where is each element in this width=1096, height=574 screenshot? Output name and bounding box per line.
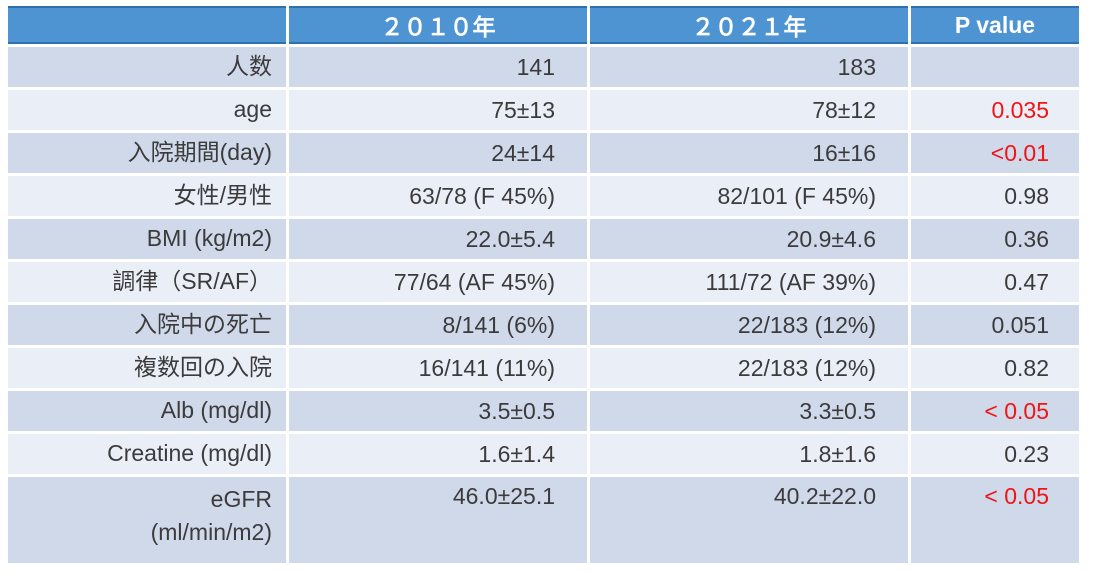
row-label: Creatine (mg/dl) — [8, 434, 286, 474]
value-2021: 78±12 — [590, 90, 908, 130]
header-year-2010: ２０１０年 — [289, 6, 587, 44]
row-label-text: 女性/男性 — [173, 182, 272, 209]
header-year-2021: ２０２１年 — [590, 6, 908, 44]
value-2010: 77/64 (AF 45%) — [289, 262, 587, 302]
row-label-text: age — [233, 96, 272, 123]
table-row: age 75±13 78±12 0.035 — [8, 90, 1079, 130]
value-p: 0.82 — [911, 348, 1079, 388]
value-2010: 24±14 — [289, 133, 587, 173]
value-p: 0.36 — [911, 219, 1079, 259]
row-label-text: 入院中の死亡 — [134, 311, 272, 338]
row-label: 入院中の死亡 — [8, 305, 286, 345]
value-2021: 40.2±22.0 — [590, 477, 908, 563]
value-2010: 46.0±25.1 — [289, 477, 587, 563]
row-label: 女性/男性 — [8, 176, 286, 216]
value-2021: 16±16 — [590, 133, 908, 173]
header-empty-cell — [8, 6, 286, 44]
header-p-value: P value — [911, 6, 1079, 44]
value-2021: 22/183 (12%) — [590, 348, 908, 388]
row-label: 入院期間(day) — [8, 133, 286, 173]
table-row: 複数回の入院 16/141 (11%) 22/183 (12%) 0.82 — [8, 348, 1079, 388]
value-p: 0.47 — [911, 262, 1079, 302]
header-row: ２０１０年 ２０２１年 P value — [8, 6, 1079, 44]
value-2010: 63/78 (F 45%) — [289, 176, 587, 216]
row-label: 複数回の入院 — [8, 348, 286, 388]
table-row: eGFR (ml/min/m2) 46.0±25.1 40.2±22.0 < 0… — [8, 477, 1079, 563]
row-label-unit: (ml/min/m2) — [150, 519, 272, 546]
value-2021: 3.3±0.5 — [590, 391, 908, 431]
value-2010: 16/141 (11%) — [289, 348, 587, 388]
row-label-text: 調律（SR/AF） — [112, 268, 272, 295]
row-label: 人数 — [8, 47, 286, 87]
value-2010: 75±13 — [289, 90, 587, 130]
table-row: 調律（SR/AF） 77/64 (AF 45%) 111/72 (AF 39%)… — [8, 262, 1079, 302]
row-label-text: 入院期間(day) — [127, 139, 272, 166]
table-body: 人数 141 183 age 75±13 78±12 0.035 入院期間(da… — [8, 47, 1079, 563]
value-p: 0.035 — [911, 90, 1079, 130]
value-p — [911, 47, 1079, 87]
value-2010: 141 — [289, 47, 587, 87]
value-2010: 3.5±0.5 — [289, 391, 587, 431]
value-2021: 22/183 (12%) — [590, 305, 908, 345]
table-row: 入院期間(day) 24±14 16±16 <0.01 — [8, 133, 1079, 173]
row-label-text: eGFR — [210, 486, 272, 512]
row-label: Alb (mg/dl) — [8, 391, 286, 431]
value-p: < 0.05 — [911, 477, 1079, 563]
value-p: 0.051 — [911, 305, 1079, 345]
row-label-text: 人数 — [226, 53, 272, 80]
table-row: BMI (kg/m2) 22.0±5.4 20.9±4.6 0.36 — [8, 219, 1079, 259]
row-label-text: BMI (kg/m2) — [146, 225, 272, 252]
row-label-text: Creatine (mg/dl) — [107, 440, 272, 467]
table-row: 入院中の死亡 8/141 (6%) 22/183 (12%) 0.051 — [8, 305, 1079, 345]
row-label-text: Alb (mg/dl) — [160, 397, 272, 424]
comparison-table: ２０１０年 ２０２１年 P value 人数 141 183 age 75±13… — [5, 3, 1082, 566]
table-row: Alb (mg/dl) 3.5±0.5 3.3±0.5 < 0.05 — [8, 391, 1079, 431]
value-2010: 8/141 (6%) — [289, 305, 587, 345]
row-label: age — [8, 90, 286, 130]
row-label: eGFR (ml/min/m2) — [8, 477, 286, 563]
table-row: 女性/男性 63/78 (F 45%) 82/101 (F 45%) 0.98 — [8, 176, 1079, 216]
value-2010: 1.6±1.4 — [289, 434, 587, 474]
value-2010: 22.0±5.4 — [289, 219, 587, 259]
row-label: 調律（SR/AF） — [8, 262, 286, 302]
table-row: Creatine (mg/dl) 1.6±1.4 1.8±1.6 0.23 — [8, 434, 1079, 474]
value-p: <0.01 — [911, 133, 1079, 173]
value-2021: 20.9±4.6 — [590, 219, 908, 259]
value-p: < 0.05 — [911, 391, 1079, 431]
value-2021: 183 — [590, 47, 908, 87]
value-2021: 82/101 (F 45%) — [590, 176, 908, 216]
value-p: 0.98 — [911, 176, 1079, 216]
row-label: BMI (kg/m2) — [8, 219, 286, 259]
row-label-text: 複数回の入院 — [134, 354, 272, 381]
value-2021: 1.8±1.6 — [590, 434, 908, 474]
value-p: 0.23 — [911, 434, 1079, 474]
table-row: 人数 141 183 — [8, 47, 1079, 87]
value-2021: 111/72 (AF 39%) — [590, 262, 908, 302]
